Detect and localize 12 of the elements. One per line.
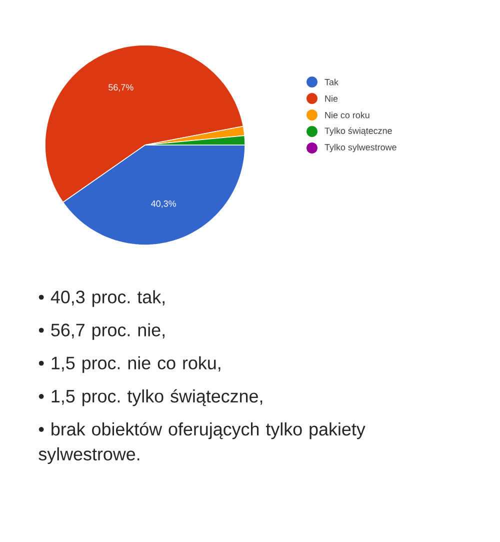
legend-label: Tylko sylwestrowe bbox=[324, 144, 396, 152]
text: • 1,5 proc. nie co roku, bbox=[38, 356, 220, 373]
legend-label: Nie bbox=[325, 95, 338, 102]
text: • 1,5 proc. tylko świąteczne, bbox=[38, 389, 262, 406]
data-label: 56,7% bbox=[108, 84, 134, 92]
legend-label: Tylko świąteczne bbox=[324, 127, 392, 136]
data-label: 40,3% bbox=[151, 200, 176, 208]
text: • brak obiektów oferujących tylko pakiety sylwestrowe. bbox=[38, 422, 366, 464]
legend-label: Nie co roku bbox=[325, 112, 370, 118]
legend-label: Tak bbox=[324, 78, 338, 86]
text: • 56,7 proc. nie, bbox=[38, 323, 164, 340]
text: • 40,3 proc. tak, bbox=[38, 290, 164, 307]
